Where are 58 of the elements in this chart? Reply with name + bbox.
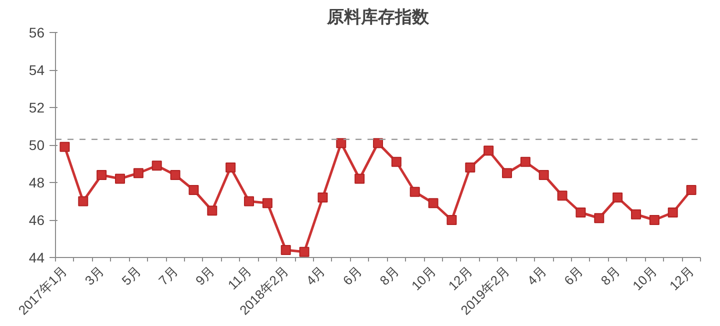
point	[538, 170, 549, 180]
point	[649, 215, 660, 225]
chart-title: 原料库存指数	[326, 8, 430, 28]
point	[152, 160, 162, 171]
point	[133, 168, 144, 178]
x-tick-label: 12月	[445, 263, 476, 294]
y-tick-label: 50	[28, 137, 45, 153]
x-tick-label: 6月	[561, 263, 586, 288]
point	[428, 198, 438, 208]
point	[336, 138, 346, 148]
x-tick-label: 3月	[82, 263, 107, 288]
x-tick-label: 11月	[224, 263, 254, 293]
point	[226, 162, 236, 172]
point	[668, 208, 678, 218]
point	[594, 213, 604, 224]
point	[188, 185, 199, 195]
point	[502, 168, 512, 178]
x-tick-label: 12月	[666, 263, 697, 294]
x-tick-label: 4月	[303, 263, 328, 288]
point	[612, 192, 623, 202]
point	[60, 142, 70, 152]
x-tick-label: 6月	[340, 263, 365, 288]
point	[78, 196, 88, 206]
point	[465, 162, 476, 172]
point	[354, 174, 365, 184]
x-tick-label: 10月	[408, 263, 439, 294]
point	[244, 196, 254, 206]
x-tick-label: 8月	[598, 263, 623, 288]
point	[373, 138, 383, 148]
point	[446, 215, 457, 225]
y-tick-label: 56	[28, 24, 45, 40]
x-tick-label: 10月	[630, 263, 660, 294]
y-tick-label: 44	[28, 250, 45, 266]
point	[96, 170, 107, 180]
point	[391, 156, 402, 167]
point	[170, 170, 180, 180]
point	[520, 156, 530, 167]
x-tick-label: 4月	[524, 263, 550, 288]
point	[280, 245, 291, 255]
point	[299, 246, 310, 257]
point	[318, 192, 328, 202]
point	[557, 190, 568, 201]
point	[207, 206, 218, 216]
y-tick-label: 46	[28, 212, 45, 228]
point	[576, 208, 586, 218]
x-tick-label: 8月	[376, 263, 402, 288]
point	[262, 198, 272, 208]
y-tick-label: 48	[28, 174, 45, 190]
y-tick-label: 54	[28, 62, 45, 78]
y-tick-label: 52	[28, 100, 45, 116]
x-tick-label: 5月	[118, 263, 144, 288]
point	[410, 186, 420, 197]
point	[686, 185, 696, 195]
point	[484, 146, 494, 156]
x-tick-label: 9月	[192, 263, 218, 288]
point	[631, 209, 641, 220]
point	[115, 174, 125, 184]
x-tick-label: 7月	[156, 263, 181, 288]
